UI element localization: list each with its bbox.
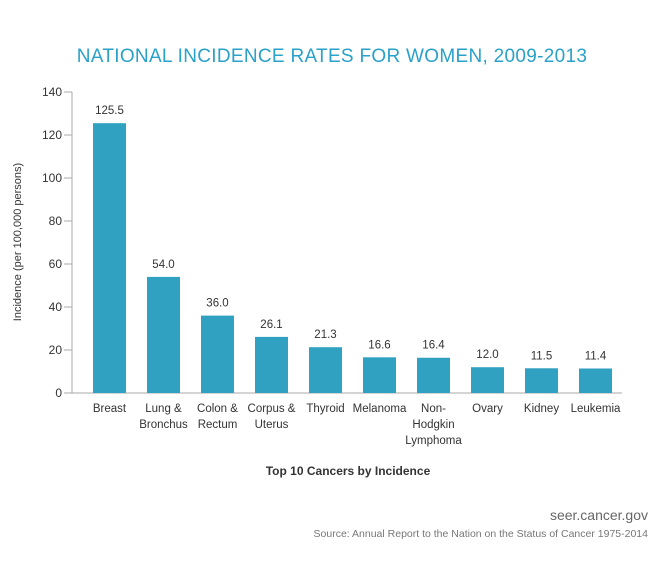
bar [255, 336, 288, 393]
data-label: 125.5 [95, 105, 124, 117]
category-label: Colon & [197, 403, 238, 415]
bar [93, 123, 126, 394]
category-label: Non- [421, 403, 446, 415]
bar [363, 357, 396, 393]
category-label: Leukemia [571, 403, 621, 415]
category-label: Bronchus [139, 419, 188, 431]
y-tick-label: 0 [55, 386, 62, 400]
data-label: 16.4 [422, 340, 445, 352]
data-label: 26.1 [260, 319, 282, 331]
y-tick-label: 20 [49, 343, 63, 357]
category-label: Hodgkin [412, 419, 454, 431]
bar [201, 315, 234, 393]
category-label: Thyroid [306, 403, 344, 415]
data-label: 36.0 [206, 298, 228, 310]
y-axis-label: Incidence (per 100,000 persons) [12, 163, 24, 321]
chart-title: NATIONAL INCIDENCE RATES FOR WOMEN, 2009… [77, 46, 587, 67]
bar [417, 357, 450, 393]
data-label: 11.5 [531, 350, 553, 362]
bar [147, 276, 180, 393]
data-label: 12.0 [476, 349, 498, 361]
data-label: 16.6 [368, 339, 390, 351]
bar [579, 368, 612, 393]
category-label: Breast [93, 403, 127, 415]
category-label: Uterus [255, 419, 289, 431]
category-label: Melanoma [353, 403, 407, 415]
bar [471, 367, 504, 393]
y-tick-label: 120 [42, 128, 62, 142]
category-label: Rectum [198, 419, 238, 431]
category-label: Lymphoma [405, 435, 462, 447]
category-label: Lung & [145, 403, 182, 415]
y-tick-label: 40 [49, 300, 63, 314]
bar [309, 347, 342, 393]
source-note: Source: Annual Report to the Nation on t… [314, 528, 649, 540]
x-axis-label: Top 10 Cancers by Incidence [266, 464, 431, 478]
site-credit: seer.cancer.gov [550, 507, 648, 523]
category-label: Corpus & [248, 403, 296, 415]
y-tick-label: 140 [42, 85, 62, 99]
y-tick-label: 100 [42, 171, 62, 185]
y-tick-label: 60 [49, 257, 63, 271]
data-label: 21.3 [314, 329, 336, 341]
data-label: 11.4 [585, 350, 607, 362]
data-label: 54.0 [152, 259, 174, 271]
category-label: Ovary [472, 403, 503, 415]
category-label: Kidney [524, 403, 559, 415]
bar [525, 368, 558, 393]
y-tick-label: 80 [49, 214, 63, 228]
